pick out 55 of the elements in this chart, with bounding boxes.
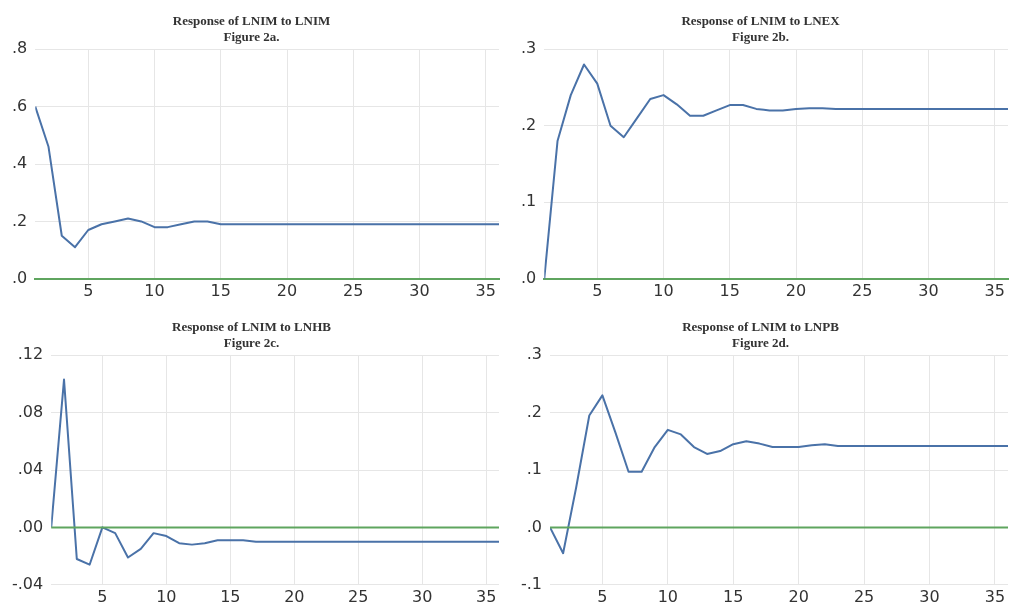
y-tick-label: .3: [526, 344, 543, 364]
chart-title: Response of LNIM to LNEX: [681, 13, 841, 29]
x-tick-label: 25: [853, 586, 875, 606]
y-tick-label: .2: [12, 210, 28, 230]
y-tick-label: .04: [17, 459, 44, 479]
y-tick-label: .12: [17, 344, 44, 364]
x-tick-label: 30: [412, 586, 433, 606]
x-tick-label: 25: [852, 280, 873, 300]
x-tick-label: 35: [476, 586, 497, 606]
y-tick-label: .1: [521, 191, 537, 211]
y-tick-label: .2: [526, 401, 543, 421]
y-tick-label: .1: [526, 459, 543, 479]
chart-title: Response of LNIM to LNHB: [172, 319, 332, 335]
x-tick-label: 15: [220, 586, 241, 606]
y-tick-label: .2: [521, 114, 537, 134]
x-tick-label: 10: [156, 586, 177, 606]
chart-subtitle: Figure 2d.: [732, 334, 789, 350]
x-tick-label: 25: [343, 280, 364, 300]
x-tick-label: 20: [788, 586, 809, 606]
x-tick-label: 5: [83, 280, 94, 300]
x-tick-label: 20: [284, 586, 305, 606]
x-tick-label: 30: [409, 280, 430, 300]
x-tick-label: 35: [475, 280, 496, 300]
y-tick-label: .0: [521, 267, 537, 287]
y-tick-label: .8: [12, 38, 28, 58]
y-tick-label: .00: [17, 516, 44, 536]
x-tick-label: 35: [984, 280, 1005, 300]
y-tick-label: .6: [12, 95, 28, 115]
x-tick-label: 5: [597, 586, 608, 606]
x-tick-label: 15: [719, 280, 740, 300]
y-tick-label: .0: [12, 267, 28, 287]
x-tick-label: 15: [210, 280, 231, 300]
x-tick-label: 30: [919, 586, 940, 606]
chart-title: Response of LNIM to LNIM: [172, 13, 331, 29]
x-tick-label: 15: [723, 586, 744, 606]
x-tick-label: 20: [276, 280, 298, 300]
chart-title: Response of LNIM to LNPB: [682, 319, 840, 335]
x-tick-label: 10: [657, 586, 678, 606]
chart-subtitle: Figure 2a.: [223, 28, 280, 44]
x-tick-label: 5: [592, 280, 603, 300]
y-tick-label: -.1: [520, 573, 543, 593]
y-tick-label: .08: [17, 401, 44, 421]
x-tick-label: 25: [348, 586, 369, 606]
chart-subtitle: Figure 2c.: [223, 334, 280, 350]
x-tick-label: 20: [785, 280, 807, 300]
x-tick-label: 30: [918, 280, 939, 300]
x-tick-label: 10: [144, 280, 165, 300]
y-tick-label: .3: [521, 38, 537, 58]
y-tick-label: -.04: [12, 573, 44, 593]
y-tick-label: .4: [12, 153, 28, 173]
y-tick-label: .0: [526, 516, 543, 536]
x-tick-label: 5: [97, 586, 108, 606]
chart-subtitle: Figure 2b.: [732, 28, 789, 44]
x-tick-label: 10: [653, 280, 674, 300]
x-tick-label: 35: [984, 586, 1006, 606]
